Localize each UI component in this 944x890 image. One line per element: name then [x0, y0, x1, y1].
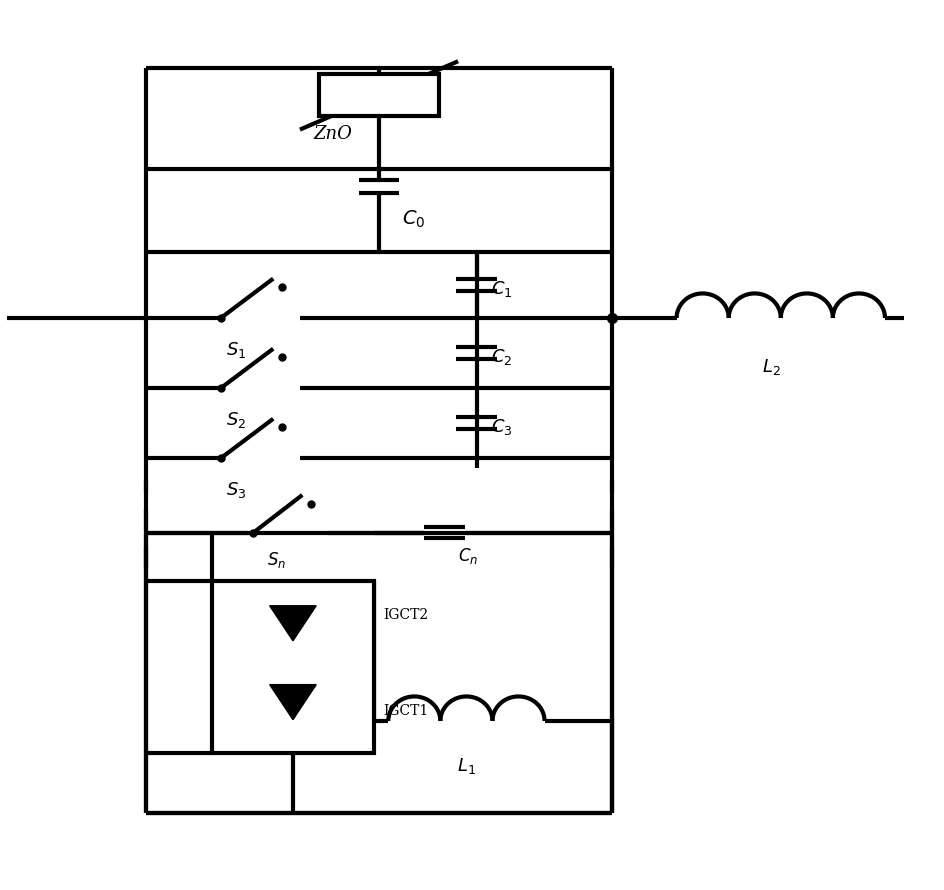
Bar	[211, 581, 375, 754]
Text: $S_1$: $S_1$	[226, 340, 245, 360]
Text: $C_2$: $C_2$	[491, 347, 512, 368]
Text: $L_1$: $L_1$	[457, 756, 476, 776]
Text: $C_1$: $C_1$	[491, 279, 512, 300]
Text: $S_2$: $S_2$	[226, 410, 245, 430]
Text: ZnO: ZnO	[314, 125, 353, 143]
Polygon shape	[270, 606, 316, 641]
Text: IGCT2: IGCT2	[383, 608, 429, 621]
Text: $S_3$: $S_3$	[226, 480, 245, 500]
Text: $S_n$: $S_n$	[267, 550, 287, 570]
Text: $L_2$: $L_2$	[762, 358, 781, 377]
Text: IGCT1: IGCT1	[383, 704, 429, 718]
Bar	[318, 75, 440, 117]
Text: $C_0$: $C_0$	[402, 208, 426, 230]
Text: $C_3$: $C_3$	[491, 417, 513, 438]
Polygon shape	[270, 684, 316, 720]
Text: $C_n$: $C_n$	[458, 546, 479, 566]
